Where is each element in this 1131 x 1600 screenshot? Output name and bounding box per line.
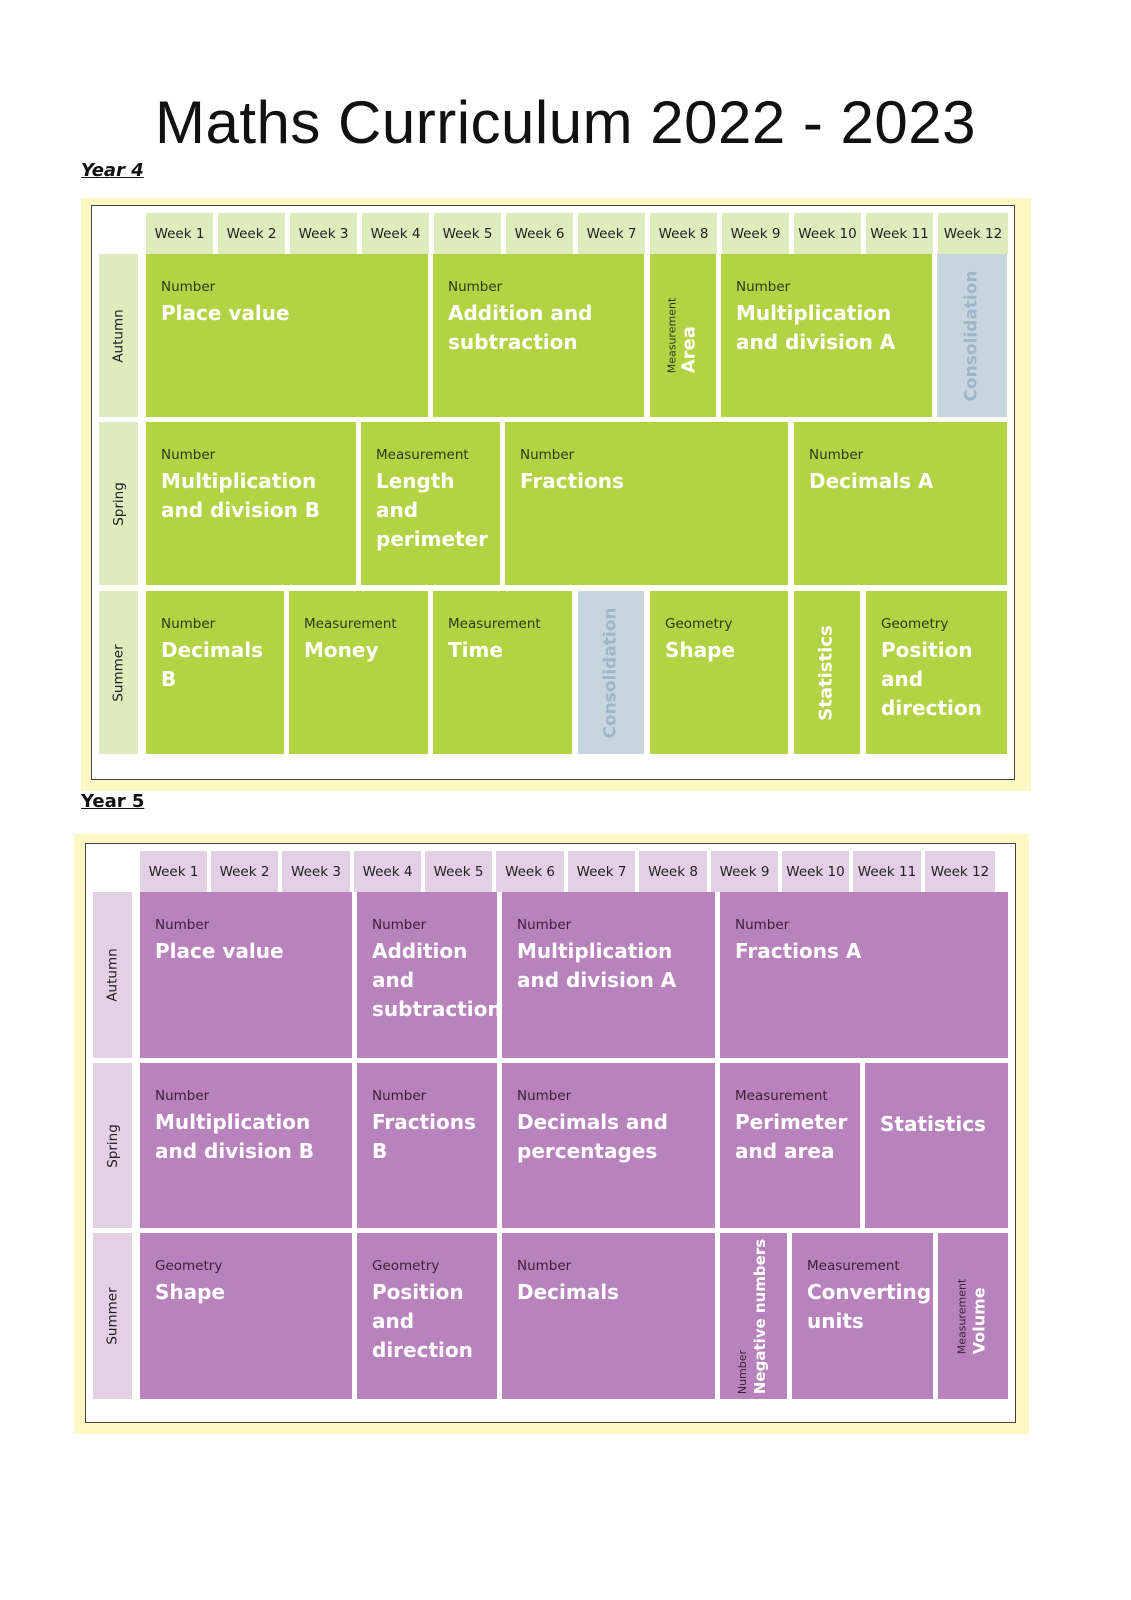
block-multiplication-division-b: Number Multiplication and division B — [146, 422, 356, 585]
week-header-8: Week 8 — [639, 851, 707, 892]
week-header-9: Week 9 — [711, 851, 778, 892]
block-decimals-percentages: Number Decimals and percentages — [502, 1063, 715, 1228]
week-header-10: Week 10 — [794, 213, 861, 254]
term-summer: Summer — [99, 591, 138, 754]
block-decimals-b: Number Decimals B — [146, 591, 284, 754]
term-autumn: Autumn — [93, 892, 132, 1058]
block-position-direction: Geometry Position and direction — [357, 1233, 497, 1399]
week-header-1: Week 1 — [146, 213, 213, 254]
week-header-5: Week 5 — [425, 851, 492, 892]
term-summer: Summer — [93, 1233, 132, 1399]
block-addition-subtraction: Number Addition and subtraction — [433, 254, 644, 417]
block-position-direction: Geometry Position and direction — [866, 591, 1007, 754]
week-header-6: Week 6 — [506, 213, 573, 254]
block-shape: Geometry Shape — [140, 1233, 352, 1399]
year-4-panel: Week 1 Week 2 Week 3 Week 4 Week 5 Week 6 Week… — [81, 198, 1031, 791]
block-length-perimeter: Measurement Length and perimeter — [361, 422, 500, 585]
block-volume: Measurement Volume — [938, 1233, 1008, 1399]
week-header-2: Week 2 — [211, 851, 278, 892]
week-header-1: Week 1 — [140, 851, 207, 892]
term-autumn: Autumn — [99, 254, 138, 417]
block-fractions: Number Fractions — [505, 422, 788, 585]
year-5-label: Year 5 — [81, 791, 145, 812]
term-spring: Spring — [93, 1063, 132, 1228]
block-place-value: Number Place value — [140, 892, 352, 1058]
block-money: Measurement Money — [289, 591, 428, 754]
week-header-11: Week 11 — [866, 213, 933, 254]
week-header-6: Week 6 — [496, 851, 564, 892]
block-negative-numbers: Number Negative numbers — [720, 1233, 787, 1399]
block-time: Measurement Time — [433, 591, 572, 754]
week-header-3: Week 3 — [290, 213, 357, 254]
week-header-10: Week 10 — [782, 851, 849, 892]
week-header-12: Week 12 — [925, 851, 995, 892]
week-header-7: Week 7 — [578, 213, 645, 254]
block-decimals-a: Number Decimals A — [794, 422, 1007, 585]
block-multiplication-division-b: Number Multiplication and division B — [140, 1063, 352, 1228]
block-consolidation-summer: Consolidation — [578, 591, 644, 754]
year-4-grid: Week 1 Week 2 Week 3 Week 4 Week 5 Week 6 Week… — [91, 205, 1015, 780]
block-fractions-a: Number Fractions A — [720, 892, 1008, 1058]
block-addition-subtraction: Number Addition and subtraction — [357, 892, 497, 1058]
week-header-4: Week 4 — [354, 851, 421, 892]
year-5-panel: Week 1 Week 2 Week 3 Week 4 Week 5 Week 6 Week… — [74, 834, 1029, 1434]
block-statistics: Statistics — [794, 591, 860, 754]
block-multiplication-division-a: Number Multiplication and division A — [721, 254, 932, 417]
page-title: Maths Curriculum 2022 - 2023 — [154, 89, 977, 156]
block-perimeter-area: Measurement Perimeter and area — [720, 1063, 860, 1228]
week-header-8: Week 8 — [650, 213, 717, 254]
week-header-2: Week 2 — [218, 213, 285, 254]
block-fractions-b: Number Fractions B — [357, 1063, 497, 1228]
week-header-5: Week 5 — [434, 213, 501, 254]
block-consolidation-autumn: Consolidation — [937, 254, 1007, 417]
week-header-9: Week 9 — [722, 213, 789, 254]
year-4-label: Year 4 — [81, 160, 144, 181]
block-area: Measurement Area — [650, 254, 716, 417]
week-header-3: Week 3 — [282, 851, 350, 892]
week-header-7: Week 7 — [568, 851, 635, 892]
week-header-12: Week 12 — [938, 213, 1008, 254]
week-header-11: Week 11 — [853, 851, 921, 892]
block-converting-units: Measurement Converting units — [792, 1233, 933, 1399]
year-5-grid: Week 1 Week 2 Week 3 Week 4 Week 5 Week 6 Week… — [85, 843, 1016, 1423]
term-spring: Spring — [99, 422, 138, 585]
block-shape: Geometry Shape — [650, 591, 788, 754]
block-decimals: Number Decimals — [502, 1233, 715, 1399]
block-place-value: Number Place value — [146, 254, 428, 417]
block-multiplication-division-a: Number Multiplication and division A — [502, 892, 715, 1058]
block-statistics: Statistics — [865, 1063, 1008, 1228]
week-header-4: Week 4 — [362, 213, 429, 254]
